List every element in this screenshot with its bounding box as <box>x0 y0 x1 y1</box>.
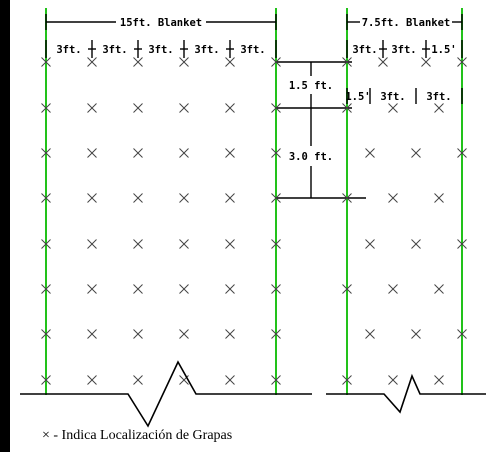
staple-marker <box>225 375 235 385</box>
staple-marker <box>411 329 421 339</box>
staple-marker <box>271 103 281 113</box>
staple-marker <box>133 148 143 158</box>
staple-marker <box>411 239 421 249</box>
staple-marker <box>271 375 281 385</box>
staple-marker <box>225 57 235 67</box>
legend-text: × - Indica Localización de Grapas <box>42 428 233 443</box>
dim-label-3ft: 3ft. <box>426 91 451 103</box>
staple-marker <box>421 57 431 67</box>
staple-marker <box>365 329 375 339</box>
staple-marker <box>87 284 97 294</box>
staple-marker <box>133 103 143 113</box>
staple-marker <box>434 193 444 203</box>
staple-marker <box>87 239 97 249</box>
staple-marker <box>457 148 467 158</box>
dim-label-3ft: 3ft. <box>56 44 81 56</box>
staple-marker <box>87 103 97 113</box>
staple-marker <box>365 148 375 158</box>
staple-marker <box>41 193 51 203</box>
staple-marker <box>342 284 352 294</box>
staple-marker <box>271 148 281 158</box>
staple-marker <box>457 239 467 249</box>
staple-marker <box>225 239 235 249</box>
staple-marker <box>41 239 51 249</box>
dim-label-15ft-blanket: 15ft. Blanket <box>120 17 202 29</box>
dim-label-7-5ft-blanket: 7.5ft. Blanket <box>362 17 451 29</box>
staple-marker <box>133 375 143 385</box>
staple-marker <box>133 284 143 294</box>
staple-marker <box>365 239 375 249</box>
staple-marker <box>342 57 352 67</box>
staple-marker <box>457 57 467 67</box>
staple-marker <box>271 329 281 339</box>
dim-label-1-5ft-vertical: 1.5 ft. <box>289 80 333 92</box>
staple-marker <box>179 193 189 203</box>
dim-label-1-5-prime: 1.5' <box>345 91 370 103</box>
staple-marker <box>133 193 143 203</box>
dim-label-1-5-prime: 1.5' <box>431 44 456 56</box>
staple-marker <box>434 284 444 294</box>
staple-marker <box>225 148 235 158</box>
staple-marker <box>179 329 189 339</box>
staple-marker <box>411 148 421 158</box>
dim-label-3ft: 3ft. <box>240 44 265 56</box>
staple-marker <box>271 57 281 67</box>
staple-marker <box>271 239 281 249</box>
staple-marker <box>41 329 51 339</box>
staple-marker <box>271 193 281 203</box>
dim-label-3ft: 3ft. <box>391 44 416 56</box>
staple-marker <box>271 284 281 294</box>
staple-marker <box>133 239 143 249</box>
staple-marker <box>388 284 398 294</box>
dim-label-3ft: 3ft. <box>380 91 405 103</box>
legend: × - Indica Localización de Grapas <box>42 428 232 444</box>
staple-marker <box>87 148 97 158</box>
staple-marker <box>179 57 189 67</box>
staple-marker <box>225 103 235 113</box>
staple-marker <box>133 329 143 339</box>
staple-marker <box>179 284 189 294</box>
staple-marker <box>41 57 51 67</box>
dim-label-3ft: 3ft. <box>102 44 127 56</box>
staple-marker <box>87 329 97 339</box>
left-border-bar <box>0 0 10 452</box>
staple-marker <box>179 103 189 113</box>
staple-marker <box>457 329 467 339</box>
stake-lines <box>45 8 463 395</box>
staple-marker <box>41 284 51 294</box>
staple-marker <box>225 193 235 203</box>
staple-marker <box>388 375 398 385</box>
staple-marker <box>342 193 352 203</box>
staple-marker <box>434 103 444 113</box>
staple-marker <box>87 57 97 67</box>
staple-marker <box>225 329 235 339</box>
staple-marker <box>133 57 143 67</box>
dim-label-3ft: 3ft. <box>148 44 173 56</box>
staple-marker <box>342 103 352 113</box>
staple-marker <box>388 103 398 113</box>
staple-marker <box>41 103 51 113</box>
staple-marker <box>378 57 388 67</box>
dim-label-3ft: 3ft. <box>352 44 377 56</box>
staple-marker <box>87 375 97 385</box>
staple-marker <box>41 375 51 385</box>
staple-marker <box>342 375 352 385</box>
staple-marker <box>179 148 189 158</box>
staple-marker <box>41 148 51 158</box>
ground-break-line <box>20 360 486 428</box>
dim-label-3-0ft-vertical: 3.0 ft. <box>289 151 333 163</box>
staple-marker <box>225 284 235 294</box>
staple-marker <box>179 239 189 249</box>
dimension-lines <box>45 14 463 199</box>
staple-marker <box>388 193 398 203</box>
dim-label-3ft: 3ft. <box>194 44 219 56</box>
staple-marker <box>434 375 444 385</box>
staple-markers <box>41 57 467 385</box>
staple-marker <box>87 193 97 203</box>
